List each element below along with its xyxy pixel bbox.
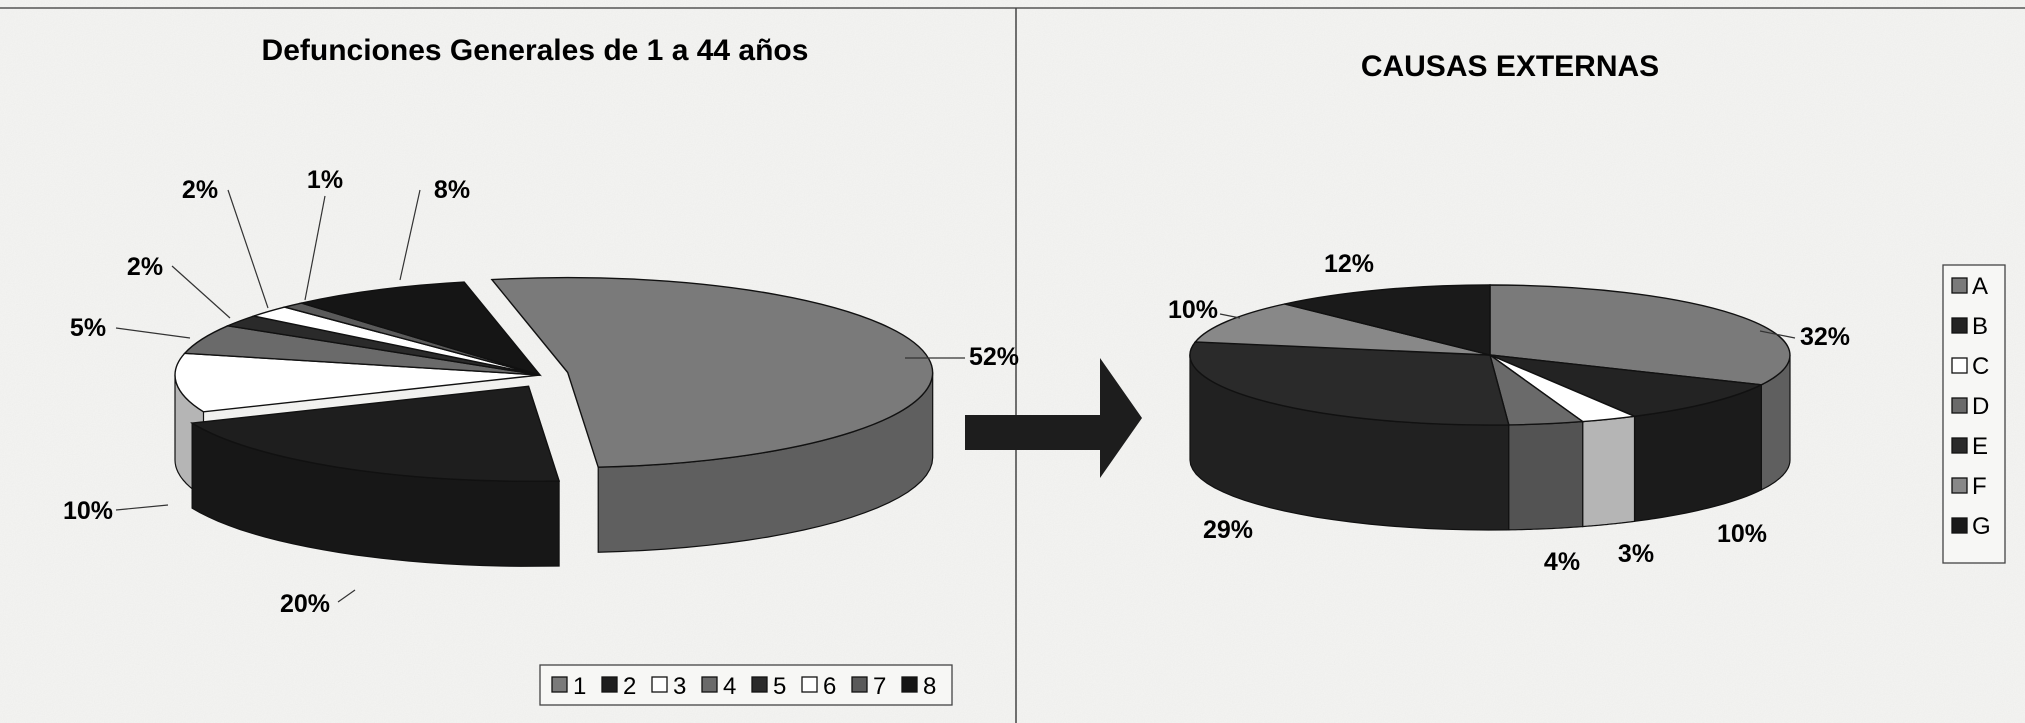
legend-label-A: A	[1972, 273, 1988, 300]
right-arrow-icon	[965, 358, 1142, 478]
left-chart-title: Defunciones Generales de 1 a 44 años	[262, 34, 809, 67]
pie-leader-A	[1759, 330, 1796, 339]
pie-slice-1	[490, 276, 934, 468]
legend-label-4: 4	[723, 673, 736, 700]
legend-label-3: 3	[673, 673, 686, 700]
pie-slice-F	[1193, 303, 1491, 356]
pie-slice-side-D	[1508, 420, 1584, 531]
pie-label-7: 1%	[307, 166, 343, 194]
pie-slice-3	[174, 352, 541, 413]
legend-swatch-4	[701, 676, 718, 693]
pie-label-5: 2%	[127, 253, 163, 281]
legend-swatch-3	[651, 676, 668, 693]
legend-swatch-6	[801, 676, 818, 693]
right-legend-box	[1942, 264, 2006, 564]
left-legend: 1 2 3 4 5 6 7 8	[539, 664, 953, 706]
legend-label-2: 2	[623, 673, 636, 700]
pie-label-G: 12%	[1324, 250, 1374, 278]
pie-leader-6	[227, 189, 269, 309]
legend-label-8: 8	[923, 673, 936, 700]
legend-label-D: D	[1972, 393, 1989, 420]
pie-label-D: 4%	[1544, 548, 1580, 576]
right-pie-chart	[1189, 284, 1791, 531]
pie-label-A: 32%	[1800, 323, 1850, 351]
legend-swatch-D	[1951, 397, 1968, 414]
pie-label-4: 5%	[70, 314, 106, 342]
legend-swatch-7	[851, 676, 868, 693]
pie-label-F: 10%	[1168, 296, 1218, 324]
legend-swatch-E	[1951, 437, 1968, 454]
legend-label-1: 1	[573, 673, 586, 700]
pie-leader-4	[115, 327, 191, 339]
pie-label-3: 10%	[63, 497, 113, 525]
legend-label-F: F	[1972, 473, 1987, 500]
legend-label-B: B	[1972, 313, 1988, 340]
pie-label-B: 10%	[1717, 520, 1767, 548]
legend-swatch-B	[1951, 317, 1968, 334]
left-pie-labels: 52% 20% 10% 5% 2% 2% 1% 8%	[63, 166, 1019, 618]
pie-slice-A	[1489, 284, 1791, 386]
legend-label-5: 5	[773, 673, 786, 700]
legend-swatch-F	[1951, 477, 1968, 494]
pie-slice-B	[1489, 354, 1764, 418]
pie-slice-E	[1189, 341, 1510, 426]
legend-swatch-1	[551, 676, 568, 693]
pie-slice-G	[1284, 284, 1491, 356]
legend-swatch-C	[1951, 357, 1968, 374]
pie-slice-8	[298, 281, 542, 377]
pie-leader-3	[115, 504, 169, 511]
pie-label-8: 8%	[434, 176, 470, 204]
right-chart-title: CAUSAS EXTERNAS	[1361, 50, 1659, 83]
legend-label-7: 7	[873, 673, 886, 700]
pie-leader-2	[337, 589, 356, 603]
pie-label-6: 2%	[182, 176, 218, 204]
pie-leader-7	[304, 195, 326, 301]
legend-label-C: C	[1972, 353, 1989, 380]
legend-swatch-G	[1951, 517, 1968, 534]
legend-swatch-2	[601, 676, 618, 693]
legend-swatch-5	[751, 676, 768, 693]
pie-label-2: 20%	[280, 590, 330, 618]
pie-label-E: 29%	[1203, 516, 1253, 544]
legend-swatch-A	[1951, 277, 1968, 294]
legend-swatch-8	[901, 676, 918, 693]
pie-label-1: 52%	[969, 343, 1019, 371]
pie-leader-5	[171, 265, 231, 319]
pie-slice-2	[190, 385, 561, 483]
pie-leader-F	[1219, 313, 1241, 319]
pie-slice-side-C	[1582, 415, 1636, 528]
pie-leader-8	[399, 189, 421, 281]
left-pie-chart	[174, 276, 934, 567]
pie-label-C: 3%	[1618, 540, 1654, 568]
legend-label-E: E	[1972, 433, 1988, 460]
legend-label-G: G	[1972, 513, 1991, 540]
legend-label-6: 6	[823, 673, 836, 700]
right-pie-labels: 32% 10% 3% 4% 29% 10% 12%	[1168, 250, 1850, 576]
